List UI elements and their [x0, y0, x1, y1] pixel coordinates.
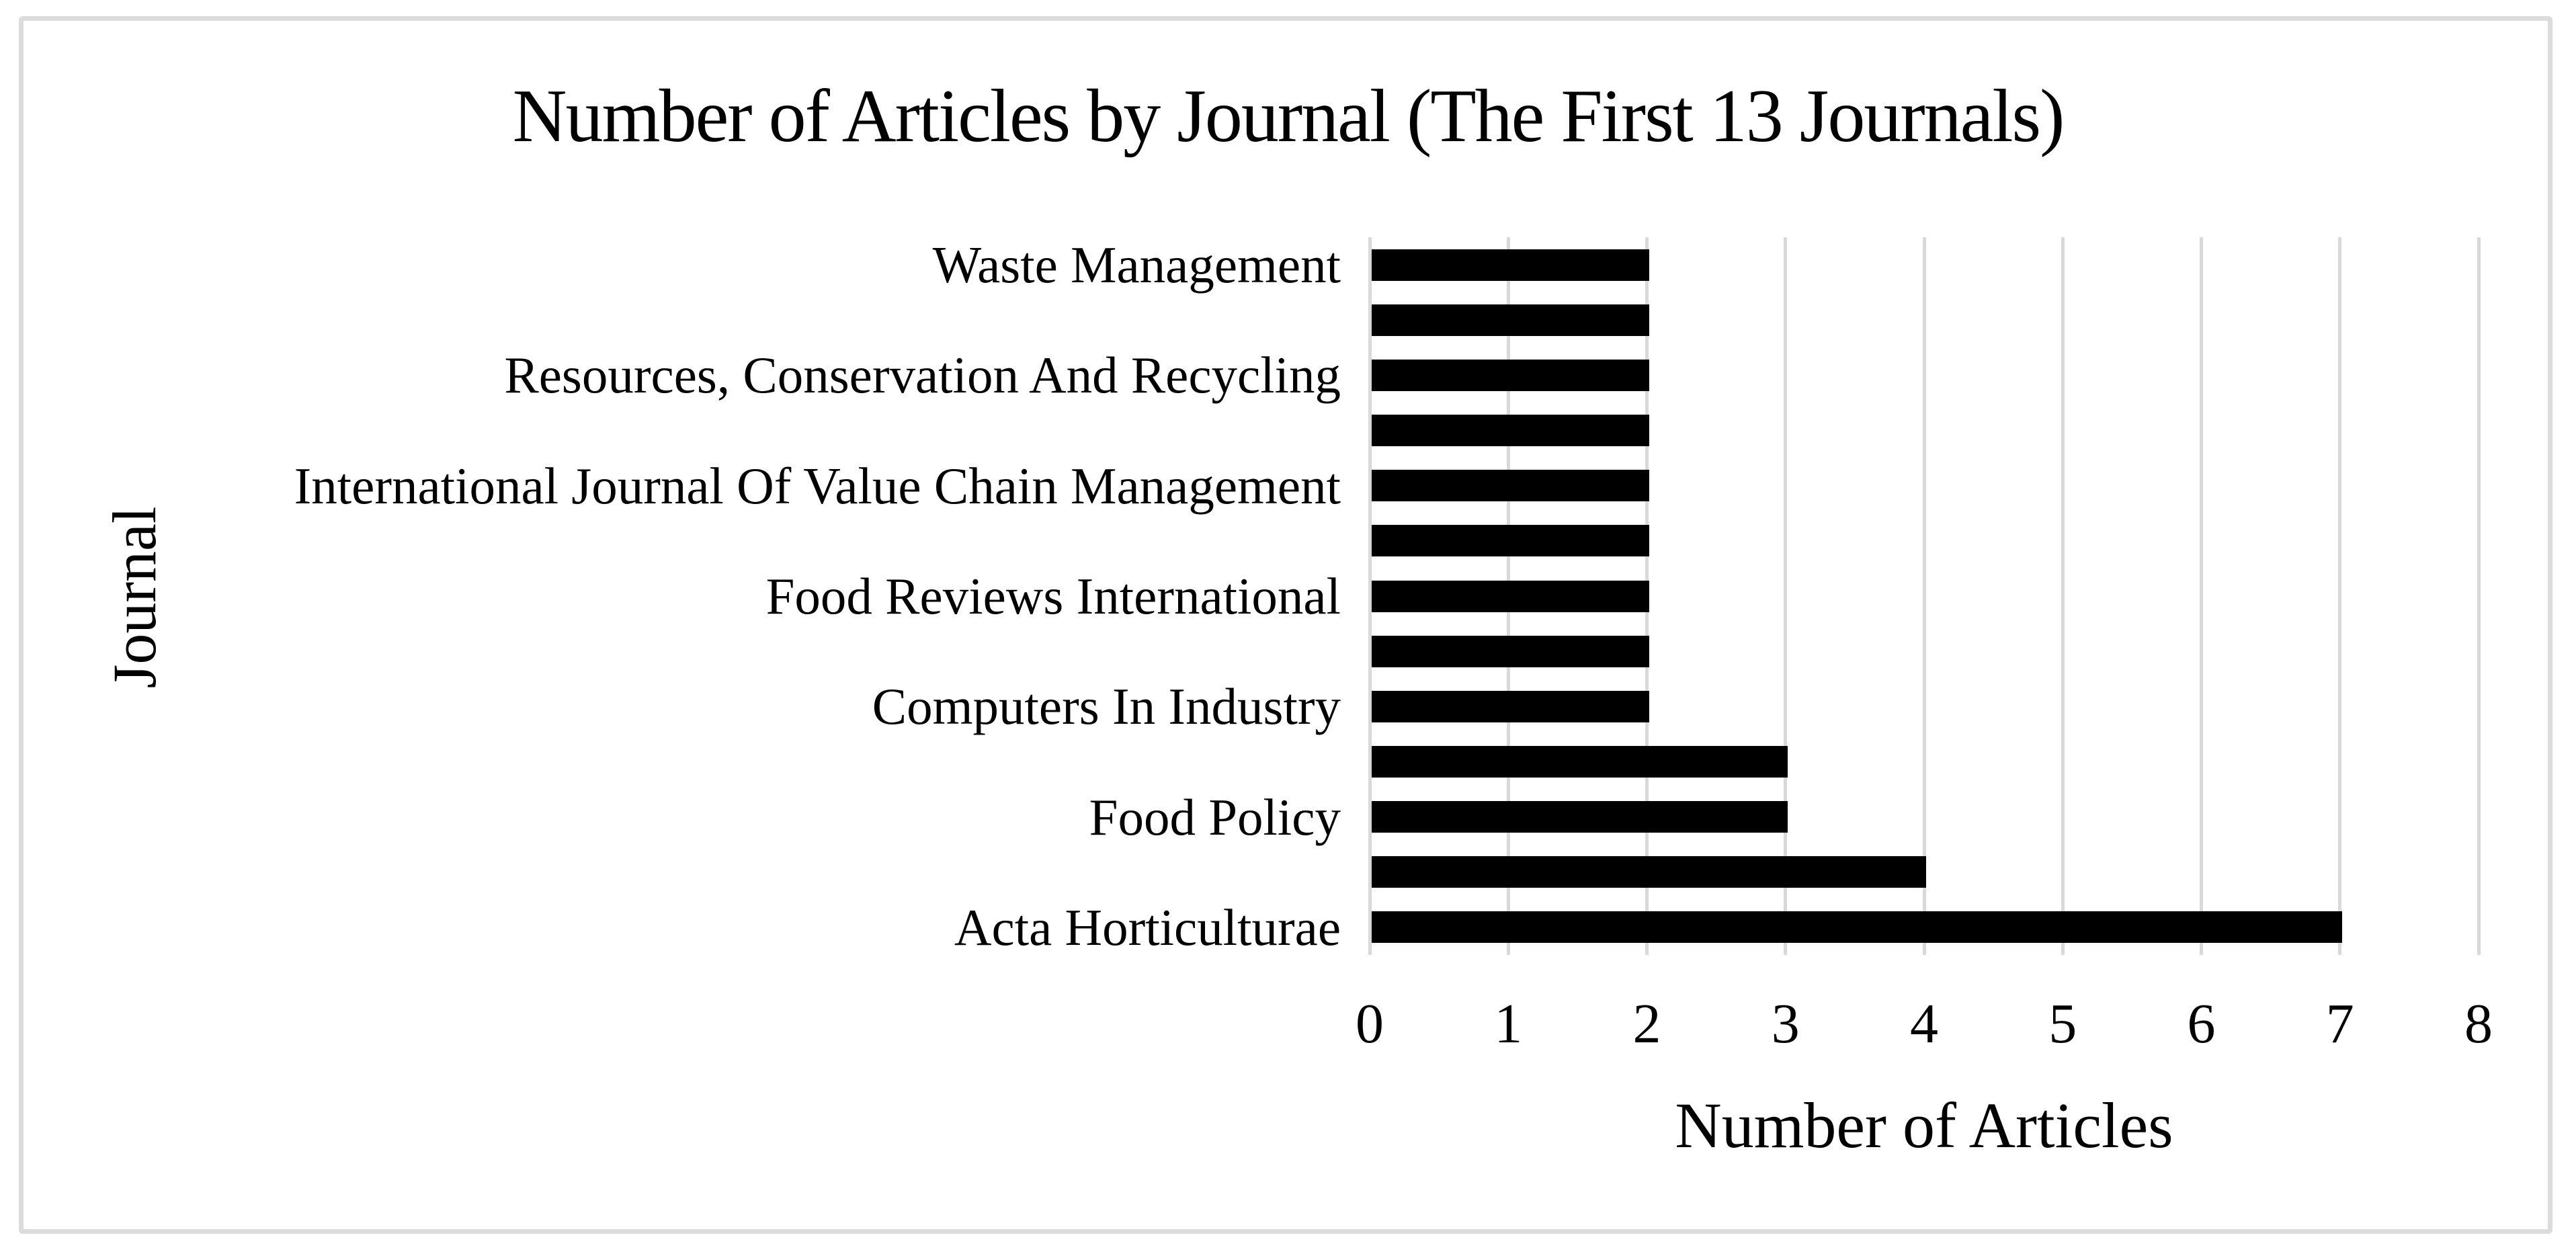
bar-Food Policy	[1372, 801, 1788, 833]
category-label: Resources, Conservation And Recycling	[504, 346, 1341, 405]
category-label: Food Policy	[1089, 788, 1341, 846]
gridline-x-0	[1368, 237, 1372, 955]
category-label: International Journal Of Value Chain Man…	[294, 456, 1341, 515]
x-tick-label-0: 0	[1356, 993, 1384, 1055]
gridline-x-3	[1784, 237, 1788, 955]
category-label: Waste Management	[932, 236, 1341, 294]
gridline-x-5	[2061, 237, 2065, 955]
bar-row-8	[1372, 635, 1649, 667]
chart-title: Number of Articles by Journal (The First…	[512, 75, 2065, 158]
gridline-x-4	[1922, 237, 1926, 955]
bar-row-4	[1372, 415, 1649, 447]
plot-area	[1368, 237, 2481, 955]
bar-row-6	[1372, 525, 1649, 557]
bar-International Journal Of Value Chain Management	[1372, 470, 1649, 502]
x-tick-label-3: 3	[1771, 993, 1800, 1055]
category-label: Food Reviews International	[765, 567, 1341, 625]
x-tick-label-4: 4	[1910, 993, 1938, 1055]
x-tick-label-7: 7	[2325, 993, 2354, 1055]
category-label: Computers In Industry	[872, 677, 1341, 736]
x-tick-label-1: 1	[1494, 993, 1523, 1055]
y-axis-title: Journal	[100, 506, 169, 689]
chart-frame	[19, 16, 2552, 1234]
bar-row-10	[1372, 745, 1788, 778]
bar-Food Reviews International	[1372, 580, 1649, 612]
bar-row-12	[1372, 856, 1926, 888]
x-tick-label-5: 5	[2048, 993, 2077, 1055]
gridline-x-7	[2338, 237, 2342, 955]
x-tick-label-6: 6	[2187, 993, 2216, 1055]
x-tick-label-8: 8	[2464, 993, 2493, 1055]
x-axis-title: Number of Articles	[1675, 1089, 2173, 1161]
x-tick-label-2: 2	[1632, 993, 1661, 1055]
bar-Resources, Conservation And Recycling	[1372, 359, 1649, 391]
bar-row-2	[1372, 304, 1649, 336]
gridline-x-8	[2477, 237, 2481, 955]
bar-Waste Management	[1372, 249, 1649, 281]
category-label: Acta Horticulturae	[954, 898, 1341, 956]
gridline-x-6	[2200, 237, 2203, 955]
bar-Acta Horticulturae	[1372, 911, 2342, 944]
bar-Computers In Industry	[1372, 690, 1649, 722]
